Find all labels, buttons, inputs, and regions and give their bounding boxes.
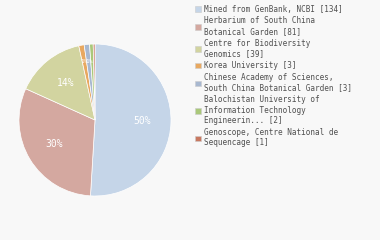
Text: 50%: 50% [133, 116, 151, 126]
Legend: Mined from GenBank, NCBI [134], Herbarium of South China
Botanical Garden [81], : Mined from GenBank, NCBI [134], Herbariu… [194, 4, 353, 148]
Wedge shape [90, 44, 95, 120]
Text: 14%: 14% [57, 78, 74, 88]
Wedge shape [19, 89, 95, 196]
Text: 1%: 1% [85, 59, 92, 64]
Wedge shape [90, 44, 171, 196]
Wedge shape [79, 45, 95, 120]
Text: 1%: 1% [81, 59, 88, 64]
Text: 30%: 30% [46, 139, 63, 149]
Wedge shape [93, 44, 95, 120]
Wedge shape [84, 44, 95, 120]
Wedge shape [26, 46, 95, 120]
